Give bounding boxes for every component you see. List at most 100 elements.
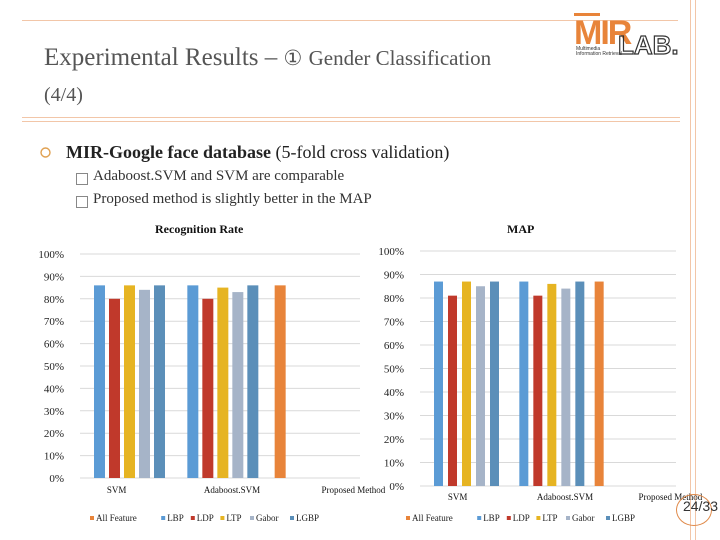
chart-title-recognition: Recognition Rate bbox=[155, 222, 244, 236]
bar-ldp-adaboost-svm bbox=[533, 295, 543, 486]
y-tick-label: 90% bbox=[384, 270, 404, 282]
legend-swatch bbox=[161, 516, 166, 520]
bar-lbp-svm bbox=[94, 285, 105, 478]
y-tick-label: 20% bbox=[384, 434, 404, 446]
frame-right-line-2 bbox=[695, 0, 696, 540]
bar-gabor-adaboost-svm bbox=[561, 288, 571, 486]
x-tick-label: SVM bbox=[107, 485, 127, 495]
y-tick-label: 0% bbox=[49, 473, 64, 485]
bullet-icon bbox=[40, 147, 51, 158]
legend-swatch bbox=[506, 516, 511, 520]
legend-swatch bbox=[290, 516, 294, 520]
x-tick-label: Adaboost.SVM bbox=[537, 492, 593, 502]
legend-swatch bbox=[477, 516, 482, 520]
y-tick-label: 20% bbox=[44, 428, 64, 440]
y-tick-label: 50% bbox=[384, 364, 404, 376]
slide-title-circle: ① bbox=[283, 46, 303, 70]
bar-all-feature-proposed-method bbox=[274, 285, 286, 478]
legend-swatch bbox=[90, 516, 94, 520]
x-tick-label: Proposed Method bbox=[638, 492, 702, 502]
x-tick-label: SVM bbox=[448, 492, 468, 502]
y-tick-label: 40% bbox=[384, 387, 404, 399]
y-tick-label: 90% bbox=[44, 271, 64, 283]
slide-title-main: Experimental Results – bbox=[44, 44, 278, 71]
sub-bullet-2: Proposed method is slightly better in th… bbox=[93, 191, 372, 207]
y-tick-label: 40% bbox=[44, 383, 64, 395]
frame-top-line bbox=[22, 20, 678, 21]
y-tick-label: 60% bbox=[384, 340, 404, 352]
legend-label: Gabor bbox=[256, 513, 279, 523]
bar-ltp-svm bbox=[462, 281, 471, 486]
main-bullet-bold: MIR-Google face database bbox=[66, 142, 271, 162]
legend-swatch bbox=[190, 516, 195, 520]
svg-text:LAB.: LAB. bbox=[618, 30, 679, 56]
bar-lgbp-svm bbox=[154, 285, 165, 478]
y-tick-label: 60% bbox=[44, 339, 64, 351]
legend-swatch bbox=[566, 516, 570, 520]
legend-label: LGBP bbox=[612, 513, 635, 523]
bar-lbp-svm bbox=[434, 281, 443, 486]
checkbox-icon bbox=[76, 196, 88, 208]
y-tick-label: 80% bbox=[44, 294, 64, 306]
y-tick-label: 100% bbox=[38, 249, 64, 261]
main-bullet-rest: (5-fold cross validation) bbox=[270, 142, 450, 162]
legend-label: LTP bbox=[226, 513, 241, 523]
bar-ldp-svm bbox=[109, 298, 120, 478]
y-tick-label: 10% bbox=[44, 451, 64, 463]
legend-swatch bbox=[536, 516, 541, 520]
legend-swatch bbox=[250, 516, 254, 520]
mirlab-logo: MIR Multimedia Information Retrieval LAB… bbox=[574, 13, 679, 56]
legend-swatch bbox=[220, 516, 225, 520]
slide-subtitle: (4/4) bbox=[44, 84, 83, 106]
bar-all-feature-proposed-method bbox=[594, 281, 604, 486]
legend-label: LDP bbox=[197, 513, 214, 523]
bar-gabor-svm bbox=[139, 289, 150, 478]
legend-label: LDP bbox=[513, 513, 530, 523]
svg-text:MIR: MIR bbox=[574, 14, 632, 52]
legend-label: LTP bbox=[542, 513, 557, 523]
y-tick-label: 80% bbox=[384, 293, 404, 305]
legend-label: LBP bbox=[483, 513, 500, 523]
page-number-circle bbox=[676, 494, 712, 526]
svg-text:Multimedia: Multimedia bbox=[576, 46, 600, 52]
bar-ltp-svm bbox=[124, 285, 135, 478]
bar-ldp-adaboost-svm bbox=[202, 298, 214, 478]
legend-label: All Feature bbox=[412, 513, 453, 523]
svg-text:Information Retrieval: Information Retrieval bbox=[576, 51, 622, 56]
slide-title: Experimental Results – ① Gender Classifi… bbox=[44, 44, 491, 72]
legend-swatch bbox=[406, 516, 410, 520]
legend-label: LBP bbox=[167, 513, 184, 523]
header-divider bbox=[22, 117, 680, 118]
y-tick-label: 100% bbox=[378, 246, 404, 258]
bar-gabor-svm bbox=[476, 286, 485, 486]
bar-lgbp-adaboost-svm bbox=[247, 285, 259, 478]
y-tick-label: 70% bbox=[384, 317, 404, 329]
bar-ldp-svm bbox=[448, 295, 457, 486]
checkbox-icon bbox=[76, 173, 88, 185]
y-tick-label: 30% bbox=[384, 411, 404, 423]
main-bullet: MIR-Google face database (5-fold cross v… bbox=[66, 142, 449, 163]
y-tick-label: 10% bbox=[384, 458, 404, 470]
x-tick-label: Proposed Method bbox=[321, 485, 385, 495]
chart-title-map: MAP bbox=[507, 222, 535, 236]
legend-label: Gabor bbox=[572, 513, 595, 523]
legend-label: All Feature bbox=[96, 513, 137, 523]
slide-title-topic: Gender Classification bbox=[308, 46, 492, 70]
bar-lgbp-adaboost-svm bbox=[575, 281, 585, 486]
y-tick-label: 50% bbox=[44, 361, 64, 373]
y-tick-label: 0% bbox=[389, 481, 404, 493]
legend-swatch bbox=[606, 516, 610, 520]
bar-gabor-adaboost-svm bbox=[232, 292, 244, 478]
legend-label: LGBP bbox=[296, 513, 319, 523]
sub-bullet-1: Adaboost.SVM and SVM are comparable bbox=[93, 168, 345, 184]
page-number: 24/33 bbox=[682, 498, 718, 514]
y-tick-label: 30% bbox=[44, 406, 64, 418]
bar-lgbp-svm bbox=[490, 281, 499, 486]
frame-right-line bbox=[690, 0, 691, 540]
y-tick-label: 70% bbox=[44, 316, 64, 328]
x-tick-label: Adaboost.SVM bbox=[204, 485, 260, 495]
bar-lbp-adaboost-svm bbox=[519, 281, 529, 486]
bar-ltp-adaboost-svm bbox=[547, 283, 557, 486]
